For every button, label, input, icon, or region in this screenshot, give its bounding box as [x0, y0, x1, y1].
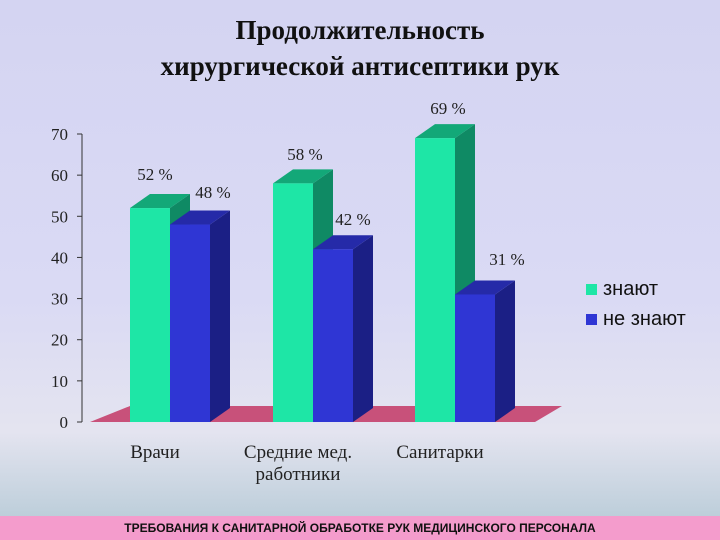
data-label: 31 % [489, 250, 524, 269]
legend-swatch-znayut [586, 283, 597, 295]
x-category-label: Средние мед. [244, 442, 352, 463]
bar-side-ne_znayut [353, 235, 373, 422]
slide-title: Продолжительность хирургической антисепт… [0, 12, 720, 84]
bar-side-ne_znayut [495, 280, 515, 422]
bar-top-znayut [273, 169, 333, 184]
data-label: 48 % [195, 183, 230, 202]
bar-top-znayut [130, 194, 190, 209]
bar-top-ne_znayut [170, 210, 230, 225]
bar-chart: 0 10 20 30 40 50 60 70 52 % 58 % 69 % 48 % 42 % 31 % В… [51, 99, 562, 485]
data-label: 52 % [137, 165, 172, 184]
legend-item-ne-znayut: не знают [586, 304, 686, 334]
bar-side-ne_znayut [210, 210, 230, 422]
y-tick-label: 60 [51, 166, 68, 185]
y-tick-label: 10 [51, 372, 68, 391]
legend-swatch-ne-znayut [586, 313, 597, 325]
y-tick-label: 30 [51, 290, 68, 309]
bar-ne_znayut [455, 294, 495, 422]
chart-legend: знают не знают [586, 274, 686, 334]
x-category-label: Врачи [130, 442, 180, 463]
bar-top-ne_znayut [313, 235, 373, 250]
slide-footer: ТРЕБОВАНИЯ К САНИТАРНОЙ ОБРАБОТКЕ РУК МЕ… [0, 516, 720, 540]
y-tick-label: 0 [60, 413, 69, 432]
bar-znayut [130, 208, 170, 422]
bar-ne_znayut [313, 249, 353, 422]
data-label: 42 % [335, 210, 370, 229]
bar-top-znayut [415, 124, 475, 139]
data-label: 58 % [287, 145, 322, 164]
y-tick-label: 50 [51, 207, 68, 226]
data-label: 69 % [430, 99, 465, 118]
y-tick-label: 40 [51, 248, 68, 267]
legend-label-znayut: знают [603, 277, 659, 300]
bar-top-ne_znayut [455, 280, 515, 295]
y-tick-label: 20 [51, 331, 68, 350]
bar-znayut [415, 138, 455, 422]
title-line-2: хирургической антисептики рук [160, 51, 560, 81]
legend-label-ne-znayut: не знают [603, 307, 686, 330]
x-category-label: Санитарки [396, 442, 483, 463]
legend-item-znayut: знают [586, 274, 686, 304]
x-category-label: работники [256, 464, 341, 485]
title-line-1: Продолжительность [235, 15, 485, 45]
bar-ne_znayut [170, 224, 210, 422]
y-tick-label: 70 [51, 125, 68, 144]
bar-znayut [273, 183, 313, 422]
